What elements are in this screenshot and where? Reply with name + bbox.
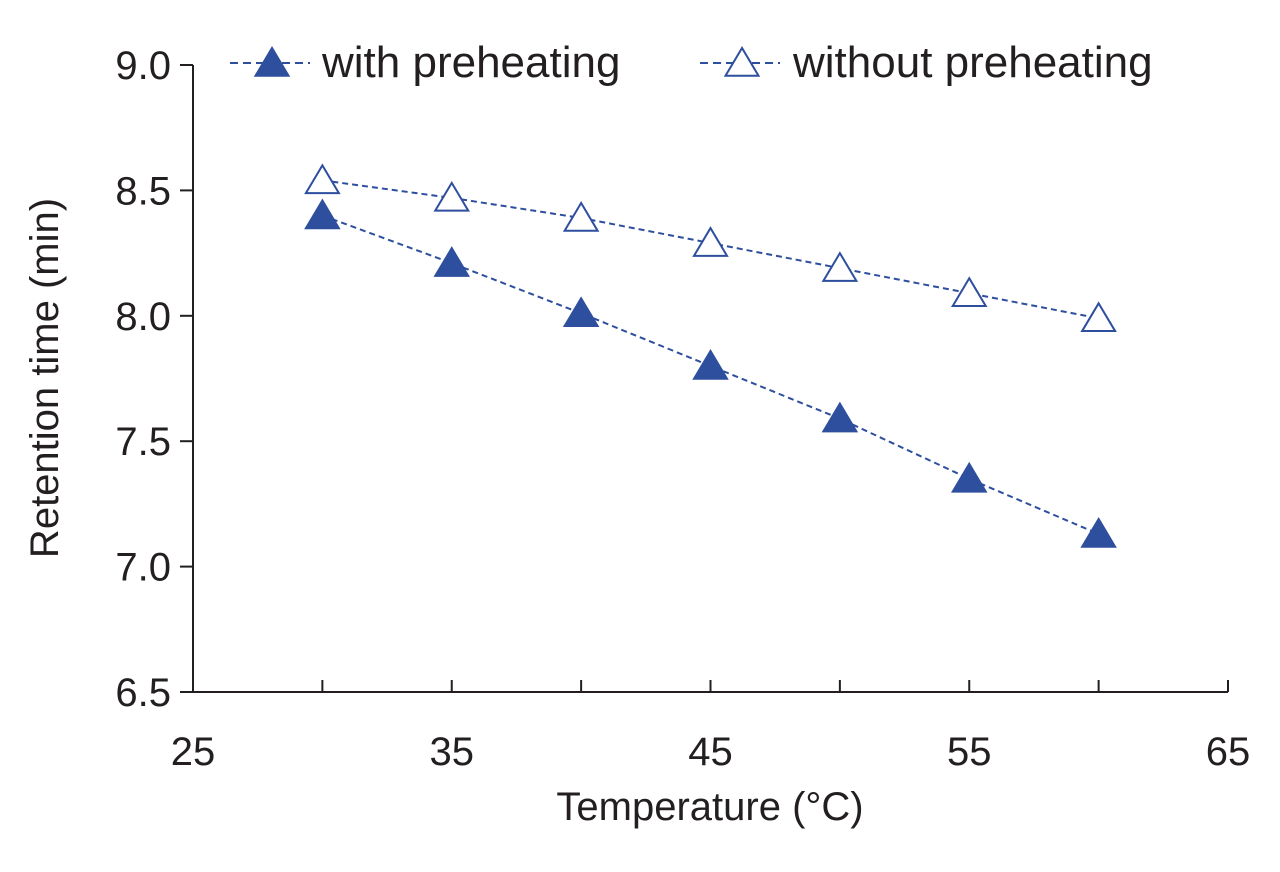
- data-point-triangle: [821, 251, 859, 282]
- data-point-triangle: [304, 198, 341, 230]
- legend-item: with preheating: [230, 38, 620, 87]
- legend: with preheating without preheating: [230, 38, 1153, 87]
- legend-item: without preheating: [700, 38, 1153, 87]
- x-tick-label: 25: [171, 730, 216, 774]
- data-point-triangle: [304, 163, 341, 195]
- series-layer: [304, 163, 1117, 548]
- legend-label: with preheating: [321, 38, 620, 87]
- y-tick-label: 8.0: [115, 295, 171, 339]
- data-point-triangle: [692, 226, 729, 257]
- y-tick-label: 8.5: [115, 169, 171, 213]
- data-point-triangle: [950, 461, 988, 493]
- x-axis-label: Temperature (°C): [556, 785, 863, 829]
- series-with-preheating: [304, 198, 1117, 548]
- data-point-triangle: [950, 276, 988, 307]
- data-point-triangle: [821, 401, 859, 433]
- axes: 6.5 7.0 7.5 8.0 8.5 9.0 25 35 45 55 65: [115, 44, 1250, 774]
- y-tick-label: 7.5: [115, 420, 171, 464]
- data-point-triangle: [1080, 301, 1117, 333]
- y-tick-label: 7.0: [115, 546, 171, 590]
- y-tick-label: 6.5: [115, 671, 171, 715]
- x-tick-label: 65: [1206, 730, 1251, 774]
- y-axis-label: Retention time (min): [23, 198, 67, 558]
- x-tick-label: 45: [688, 730, 733, 774]
- y-tick-label: 9.0: [115, 44, 171, 88]
- x-tick-label: 35: [430, 730, 475, 774]
- data-point-triangle: [562, 201, 600, 232]
- data-point-triangle: [433, 180, 471, 212]
- legend-marker-triangle: [723, 46, 761, 77]
- series-without-preheating: [304, 163, 1117, 333]
- data-point-triangle: [1080, 517, 1117, 548]
- data-point-triangle: [562, 296, 600, 328]
- legend-marker-triangle: [253, 46, 291, 77]
- x-tick-label: 55: [947, 730, 992, 774]
- data-point-triangle: [433, 246, 471, 277]
- data-point-triangle: [692, 349, 729, 380]
- legend-label: without preheating: [792, 38, 1153, 87]
